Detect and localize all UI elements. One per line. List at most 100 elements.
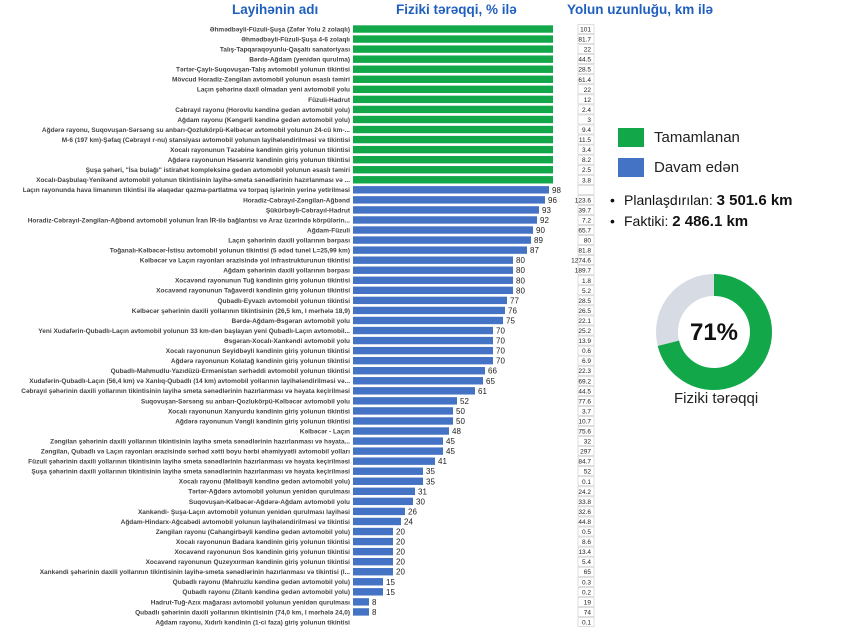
length-value-label: 13.9 [578, 338, 591, 345]
progress-bar [353, 236, 531, 244]
project-name-label: Xocalı rayonu (Məlibəyli kəndinə gedən a… [179, 479, 350, 486]
length-stats: • Planlaşdırılan: 3 501.6 km • Faktiki: 2 … [610, 192, 793, 234]
progress-bar [353, 55, 553, 63]
length-value-label: 28.5 [578, 67, 591, 74]
project-name-label: Xocalı rayonunun Badara kəndinin giriş y… [176, 539, 350, 546]
progress-bar [353, 517, 401, 526]
progress-value-label: 20 [396, 538, 405, 547]
project-name-label: Xocalı rayonunun Seyidbəyli kəndinin gir… [166, 348, 350, 355]
length-cell [577, 245, 595, 255]
length-cell [577, 124, 595, 135]
length-cell [577, 406, 595, 416]
length-value-label: 52 [584, 469, 592, 476]
progress-bar [353, 266, 513, 274]
progress-value-label: 93 [542, 206, 551, 215]
progress-bar [353, 537, 393, 546]
progress-bar [353, 557, 393, 566]
project-name-label: Tərtər-Çaylı-Suqovuşan-Talış avtomobil y… [176, 67, 350, 74]
length-value-label: 84.7 [578, 459, 591, 466]
length-value-label: 11.5 [579, 137, 592, 144]
progress-bar [353, 196, 545, 204]
progress-bar [353, 387, 475, 395]
progress-bar [353, 356, 493, 365]
length-value-label: 10.7 [578, 418, 591, 425]
project-name-label: Xankəndi şəhərinin daxili yollarının tik… [40, 569, 350, 576]
project-name-label: Ağdam-Hindarx-Ağcabədi avtomobil yolunun… [121, 519, 351, 526]
actual-label: Faktiki: [624, 213, 669, 229]
length-value-label: 80 [584, 238, 592, 245]
project-name-label: Xocalı-Daşbulaq-Yenikənd avtomobil yolun… [36, 177, 350, 184]
donut-progress-ring [656, 274, 772, 390]
progress-bar [353, 588, 383, 596]
progress-bar [353, 145, 553, 154]
progress-bar [353, 417, 453, 425]
length-value-label: 25.2 [578, 328, 591, 335]
length-cell [577, 74, 595, 85]
progress-value-label: 50 [456, 407, 465, 416]
progress-value-label: 90 [536, 226, 545, 235]
planned-label: Planlaşdırılan: [624, 192, 713, 208]
project-name-label: M-6 (197 km)-Şəfaq (Cəbrayıl r-nu) stans… [62, 137, 350, 144]
progress-value-label: 75 [506, 316, 515, 325]
project-name-label: Horadiz-Cəbrayıl-Zəngilan-Ağbənd [243, 197, 350, 204]
project-name-label: Ağdam rayonu (Kəngərli kəndinə gedən avt… [177, 117, 350, 124]
project-name-label: Hadrut-Tuğ-Azıx mağarası avtomobil yolun… [151, 599, 350, 606]
length-cell [577, 466, 595, 477]
progress-value-label: 35 [426, 477, 435, 486]
length-cell [577, 496, 595, 507]
progress-bar [353, 306, 505, 315]
progress-bar [353, 256, 513, 264]
length-cell [577, 345, 595, 356]
length-value-label: 24.2 [578, 489, 591, 496]
progress-value-label: 92 [540, 216, 549, 225]
length-value-label: 0.1 [582, 479, 591, 486]
progress-bar [353, 45, 553, 53]
project-name-label: Xudafərin-Qubadlı-Laçın (56,4 km) və Xan… [29, 378, 350, 385]
project-name-label: Şuşa şəhərinin daxili yollarının tikinti… [31, 469, 350, 476]
project-name-label: Əhmədbəyli-Füzuli-Şuşa 4-6 zolaqlı [241, 36, 350, 43]
length-value-label: 22 [584, 47, 592, 54]
planned-value: 3 501.6 km [716, 192, 793, 209]
project-name-label: Suqovuşan-Sərsəng su anbarı-Qozlukörpü-K… [141, 398, 350, 405]
progress-value-label: 80 [516, 256, 525, 265]
project-name-label: Talış-Tapqaraqoyunlu-Qaşaltı sanatoriyas… [220, 47, 350, 54]
length-value-label: 1.8 [582, 278, 591, 285]
length-cell [577, 446, 595, 456]
progress-bar [353, 216, 537, 224]
progress-bar [353, 608, 369, 616]
project-name-label: Ağdərə rayonunun Kolatağ kəndinin giriş … [171, 358, 350, 365]
progress-bar [353, 598, 369, 606]
length-cell [577, 436, 595, 446]
length-value-label: 12 [584, 97, 592, 104]
progress-value-label: 35 [426, 467, 435, 476]
length-value-label: 5.2 [582, 288, 591, 295]
legend-ongoing-label: Davam edən [654, 159, 740, 176]
length-value-label: 33.8 [578, 499, 591, 506]
length-value-label: 5.4 [582, 559, 591, 566]
project-name-label: Qubadlı-Mahmudlu-Yazıdüzü-Ermənistan sər… [111, 368, 351, 375]
progress-value-label: 45 [446, 447, 455, 456]
length-value-label: 74 [584, 609, 592, 616]
progress-value-label: 80 [516, 286, 525, 295]
progress-value-label: 52 [460, 397, 469, 406]
length-cell [577, 335, 595, 346]
length-value-label: 65.7 [578, 228, 591, 235]
progress-value-label: 70 [496, 357, 505, 366]
project-name-label: Cəbrayıl şəhərinin daxili yollarının tik… [21, 388, 350, 395]
length-cell [577, 385, 595, 396]
length-value-label: 189.7 [575, 268, 592, 275]
donut-percent: 71% [690, 319, 738, 346]
progress-value-label: 89 [534, 236, 543, 245]
project-name-label: Xocalı rayonunun Xanyurdu kəndinin giriş… [168, 408, 350, 415]
length-cell [577, 375, 595, 386]
progress-value-label: 20 [396, 558, 405, 567]
progress-bar [353, 336, 493, 345]
project-name-label: Qubadlı şəhərinin daxili yollarının tiki… [135, 609, 350, 616]
length-cell [577, 285, 595, 296]
length-value-label: 3.8 [582, 177, 591, 184]
length-cell [577, 104, 595, 115]
length-value-label: 0.2 [582, 589, 591, 596]
progress-value-label: 20 [396, 568, 405, 577]
length-cell [577, 154, 595, 165]
progress-value-label: 80 [516, 266, 525, 275]
